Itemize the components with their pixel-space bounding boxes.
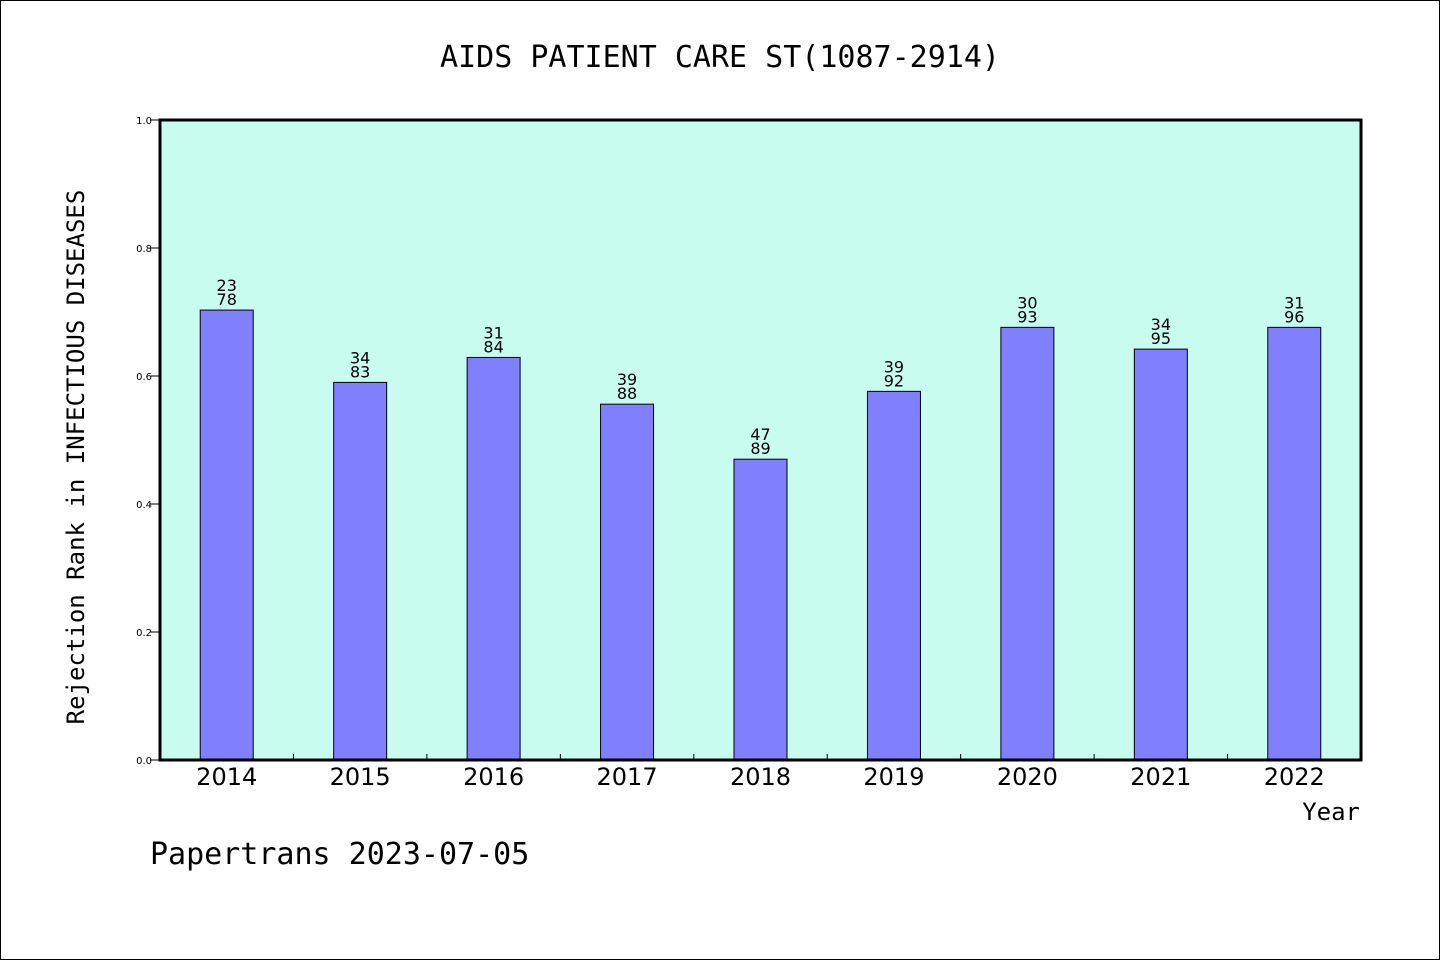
bar-label-top: 34 (350, 348, 370, 367)
x-tick-label: 2018 (730, 763, 791, 791)
bar-label-top: 39 (617, 370, 637, 389)
bar-2022 (1267, 326, 1322, 761)
bar-2017 (600, 403, 655, 761)
bar-label-bottom: 78 (217, 290, 237, 309)
bar-label-top: 30 (1017, 293, 1037, 312)
footer-text: Papertrans 2023-07-05 (150, 837, 529, 872)
y-axis-ticks: 0.0 0.2 0.4 0.6 0.8 1.0 (136, 116, 160, 767)
bar-2015 (333, 381, 388, 761)
bar-label-top: 31 (483, 323, 503, 342)
x-tick-label: 2014 (196, 763, 257, 791)
bar-label-top: 39 (884, 357, 904, 376)
y-tick-label: 0.6 (136, 372, 152, 383)
bar-label-bottom: 96 (1284, 307, 1304, 326)
chart-title: AIDS PATIENT CARE ST(1087-2914) (440, 40, 1000, 75)
bar-label-bottom: 95 (1151, 329, 1171, 348)
x-axis-ticks: 2014 2015 2016 2017 2018 2019 2020 2021 2022 (196, 754, 1325, 791)
bar-label-bottom: 83 (350, 362, 370, 381)
y-tick-label: 1.0 (136, 116, 152, 127)
bar-label-bottom: 89 (750, 439, 770, 458)
bar-2014 (199, 309, 254, 761)
x-tick-label: 2016 (463, 763, 524, 791)
y-axis-label: Rejection Rank in INFECTIOUS DISEASES (62, 190, 90, 725)
bar-2021 (1133, 348, 1188, 761)
bar-label-bottom: 88 (617, 384, 637, 403)
y-tick-label: 0.2 (136, 628, 152, 639)
x-tick-label: 2022 (1264, 763, 1325, 791)
x-tick-label: 2020 (997, 763, 1058, 791)
bar-label-bottom: 93 (1017, 307, 1037, 326)
x-tick-label: 2017 (597, 763, 658, 791)
x-tick-label: 2015 (330, 763, 391, 791)
x-axis-label: Year (1302, 798, 1360, 826)
x-tick-label: 2019 (863, 763, 924, 791)
bar-label-top: 47 (750, 425, 770, 444)
bars (199, 309, 1322, 761)
y-tick-label: 0.4 (136, 500, 152, 511)
bar-2018 (733, 458, 788, 761)
plot-border (158, 118, 1363, 762)
bar-label-bottom: 92 (884, 371, 904, 390)
bar-label-bottom: 84 (483, 337, 503, 356)
bar-label-top: 31 (1284, 293, 1304, 312)
x-tick-label: 2021 (1130, 763, 1191, 791)
y-tick-label: 0.0 (136, 756, 152, 767)
bar-label-top: 34 (1151, 315, 1171, 334)
bar-2020 (1000, 326, 1055, 761)
bar-2016 (466, 356, 521, 761)
y-tick-label: 0.8 (136, 244, 152, 255)
bar-label-top: 23 (217, 276, 237, 295)
bar-2019 (866, 390, 921, 761)
